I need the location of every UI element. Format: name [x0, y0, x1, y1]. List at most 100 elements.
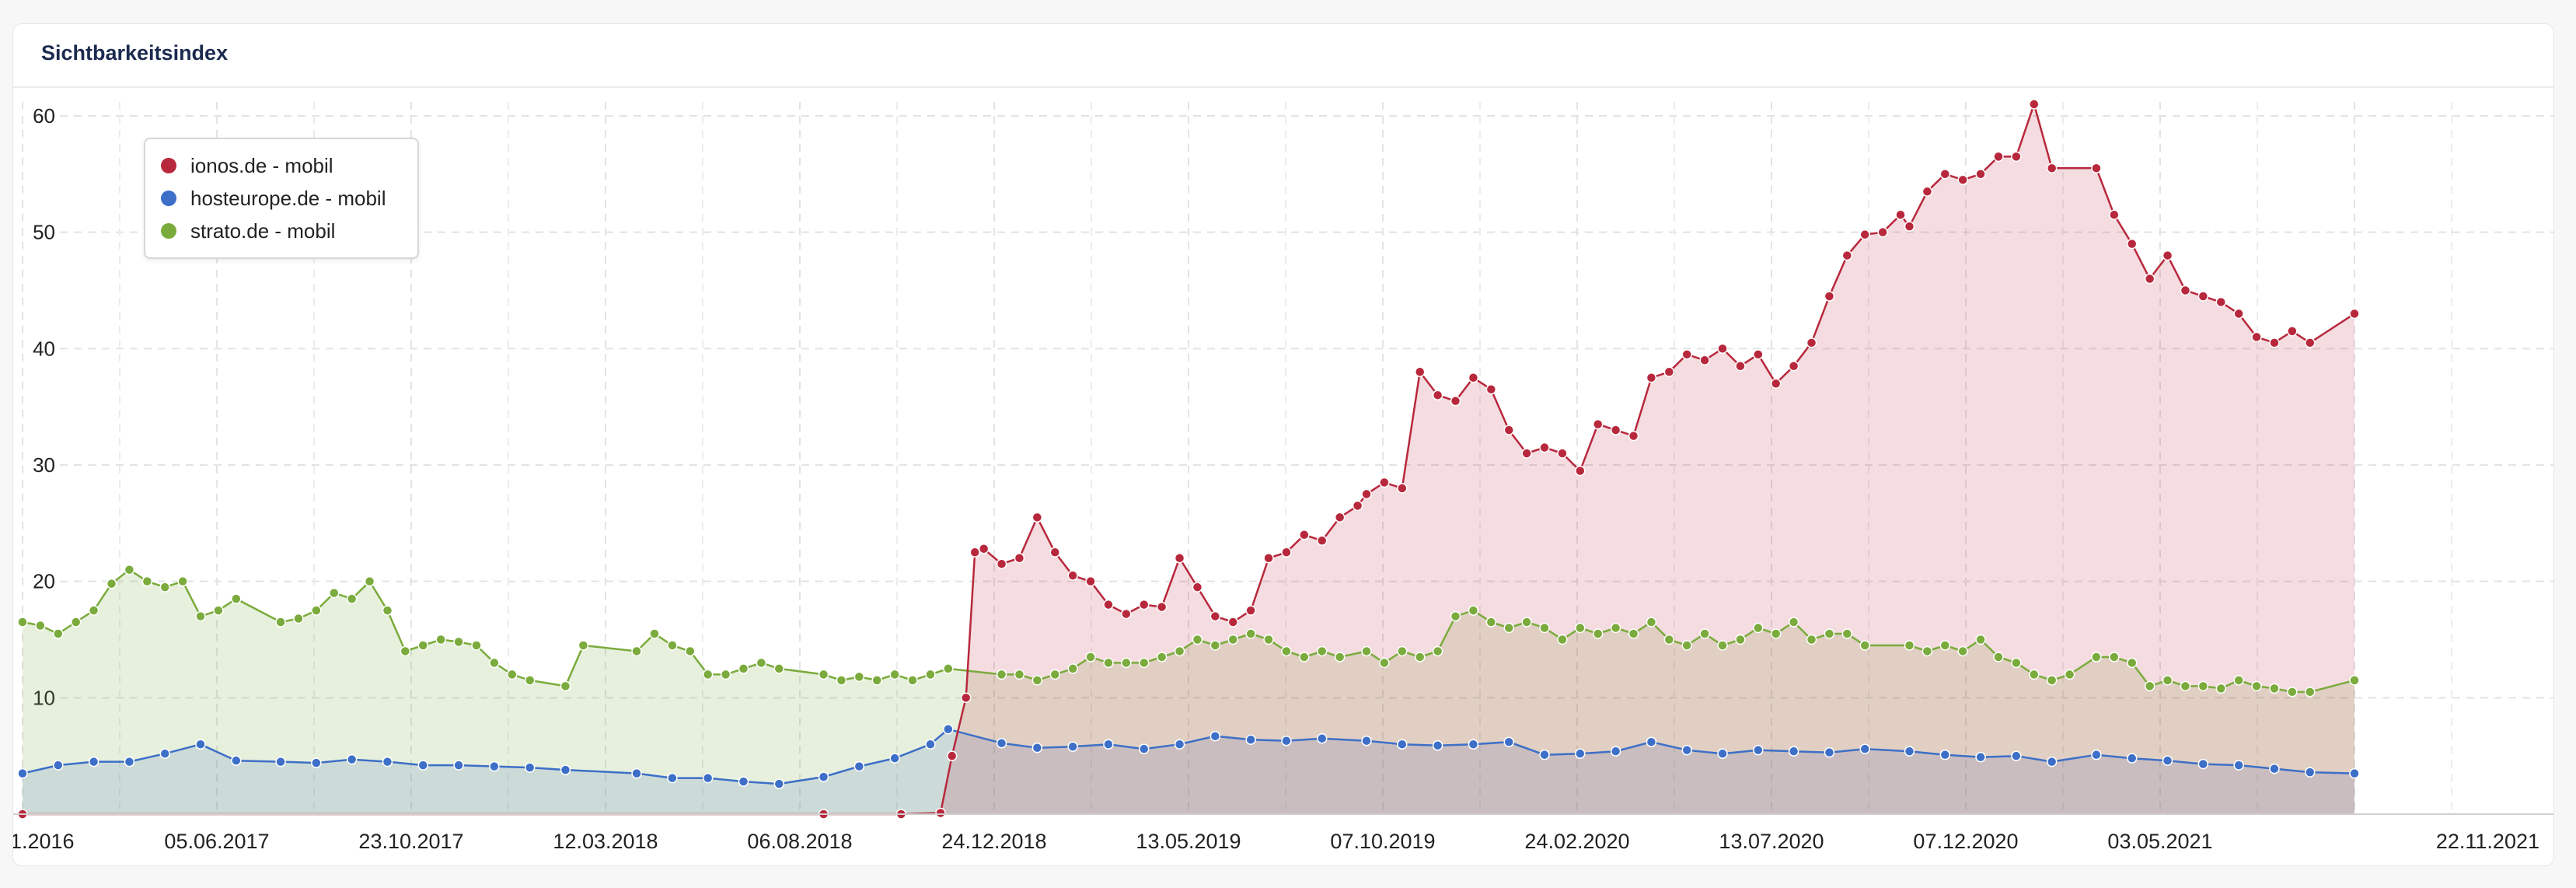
data-point: [1014, 669, 1025, 680]
data-point: [2046, 163, 2058, 174]
data-point: [1663, 634, 1675, 645]
data-point: [53, 760, 64, 771]
data-point: [996, 737, 1007, 749]
data-point: [489, 657, 500, 669]
data-point: [2197, 291, 2209, 302]
data-point: [1904, 221, 1915, 232]
data-point: [649, 628, 660, 639]
data-point: [960, 692, 972, 704]
data-point: [141, 575, 153, 587]
x-tick-label: 06.08.2018: [747, 830, 852, 853]
data-point: [738, 776, 749, 787]
data-point: [1468, 739, 1479, 750]
data-point: [1859, 229, 1870, 240]
legend-item-strato[interactable]: strato.de - mobil: [161, 217, 335, 245]
data-point: [2162, 675, 2173, 686]
data-point: [159, 748, 170, 759]
data-point: [1735, 634, 1746, 645]
card-title: Sichtbarkeitsindex: [41, 41, 229, 65]
data-point: [1334, 512, 1346, 523]
data-point: [1521, 617, 1532, 628]
data-point: [1432, 739, 1443, 751]
x-tick-label: 13.07.2020: [1719, 830, 1824, 853]
data-point: [1592, 418, 1604, 430]
data-point: [507, 669, 518, 680]
data-point: [329, 587, 340, 599]
y-tick-label: 30: [33, 453, 55, 477]
data-point: [453, 760, 464, 771]
data-point: [1975, 169, 1986, 180]
data-point: [1939, 749, 1951, 760]
data-point: [1103, 739, 1114, 750]
data-point: [946, 750, 958, 761]
data-point: [1681, 349, 1692, 360]
data-point: [925, 669, 936, 680]
data-point: [889, 753, 900, 764]
x-tick-label: 14.11.2016: [13, 830, 75, 853]
data-point: [1049, 669, 1060, 680]
data-point: [2144, 273, 2155, 285]
data-point: [2233, 675, 2244, 686]
data-point: [2304, 687, 2316, 697]
data-point: [1352, 500, 1363, 512]
data-point: [159, 582, 170, 593]
y-tick-label: 20: [33, 570, 55, 593]
data-point: [1975, 634, 1986, 645]
data-point: [1414, 652, 1426, 663]
data-point: [1753, 622, 1764, 634]
data-point: [1245, 628, 1256, 639]
data-point: [2011, 151, 2022, 163]
data-point: [1841, 250, 1853, 261]
data-point: [177, 575, 188, 587]
data-point: [702, 772, 714, 784]
data-point: [2046, 756, 2058, 767]
data-point: [685, 645, 696, 657]
data-point: [2180, 680, 2191, 692]
visibility-index-chart[interactable]: 10 20 30 40 50 60 14.11.2016 05.06.2017 23.10.20…: [13, 24, 2553, 865]
data-point: [1628, 430, 1639, 442]
x-tick-label: 24.12.2018: [941, 830, 1046, 853]
data-point: [2349, 767, 2360, 779]
data-point: [996, 669, 1007, 680]
data-point: [311, 757, 322, 768]
data-point: [1788, 746, 1799, 757]
data-point: [1263, 552, 1274, 564]
legend-item-ionos[interactable]: ionos.de - mobil: [161, 152, 333, 180]
data-point: [1299, 530, 1310, 540]
data-point: [667, 772, 678, 784]
card-header: Sichtbarkeitsindex: [13, 24, 2553, 88]
data-point: [943, 723, 954, 735]
data-point: [1788, 361, 1799, 372]
data-point: [1227, 634, 1239, 645]
data-point: [17, 617, 28, 628]
data-point: [1138, 657, 1150, 669]
data-point: [1192, 582, 1203, 593]
data-point: [1975, 751, 1986, 763]
x-tick-label: 05.06.2017: [164, 830, 269, 853]
data-point: [195, 739, 206, 750]
data-point: [560, 764, 571, 775]
data-point: [70, 617, 82, 628]
data-point: [471, 640, 482, 651]
data-point: [1379, 477, 1390, 488]
data-point: [2304, 337, 2316, 348]
data-point: [756, 657, 767, 669]
data-point: [818, 669, 829, 680]
data-point: [1539, 749, 1550, 760]
legend-item-hosteurope[interactable]: hosteurope.de - mobil: [161, 184, 386, 212]
data-point: [1610, 622, 1621, 634]
data-point: [275, 756, 286, 767]
data-point: [231, 593, 242, 604]
data-point: [53, 628, 64, 639]
data-point: [1209, 640, 1221, 651]
legend-marker-strato: [161, 223, 176, 239]
data-point: [1575, 465, 1586, 477]
data-point: [1922, 186, 1933, 198]
data-point: [2162, 250, 2173, 261]
data-point: [2233, 760, 2244, 771]
data-point: [1049, 547, 1060, 558]
data-point: [2064, 669, 2075, 680]
data-point: [836, 675, 847, 686]
data-point: [2126, 753, 2138, 764]
data-point: [1361, 645, 1372, 657]
